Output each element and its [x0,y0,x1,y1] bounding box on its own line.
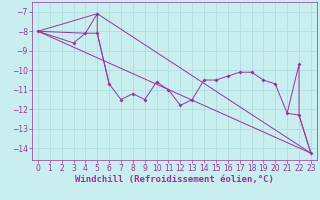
Point [237,71,242,74]
Point [284,112,290,115]
Point [261,78,266,82]
Point [36,30,41,33]
Point [178,104,183,107]
Point [95,12,100,15]
Point [308,152,313,155]
Point [118,98,124,101]
Point [154,80,159,84]
Point [296,114,301,117]
Point [249,71,254,74]
Point [83,32,88,35]
Point [166,88,171,91]
Point [71,41,76,45]
Point [190,98,195,101]
Point [225,75,230,78]
Point [95,32,100,35]
Point [202,78,207,82]
Point [296,63,301,66]
Point [273,82,278,86]
Point [213,78,219,82]
Point [107,82,112,86]
Point [130,92,135,95]
X-axis label: Windchill (Refroidissement éolien,°C): Windchill (Refroidissement éolien,°C) [75,175,274,184]
Point [142,98,147,101]
